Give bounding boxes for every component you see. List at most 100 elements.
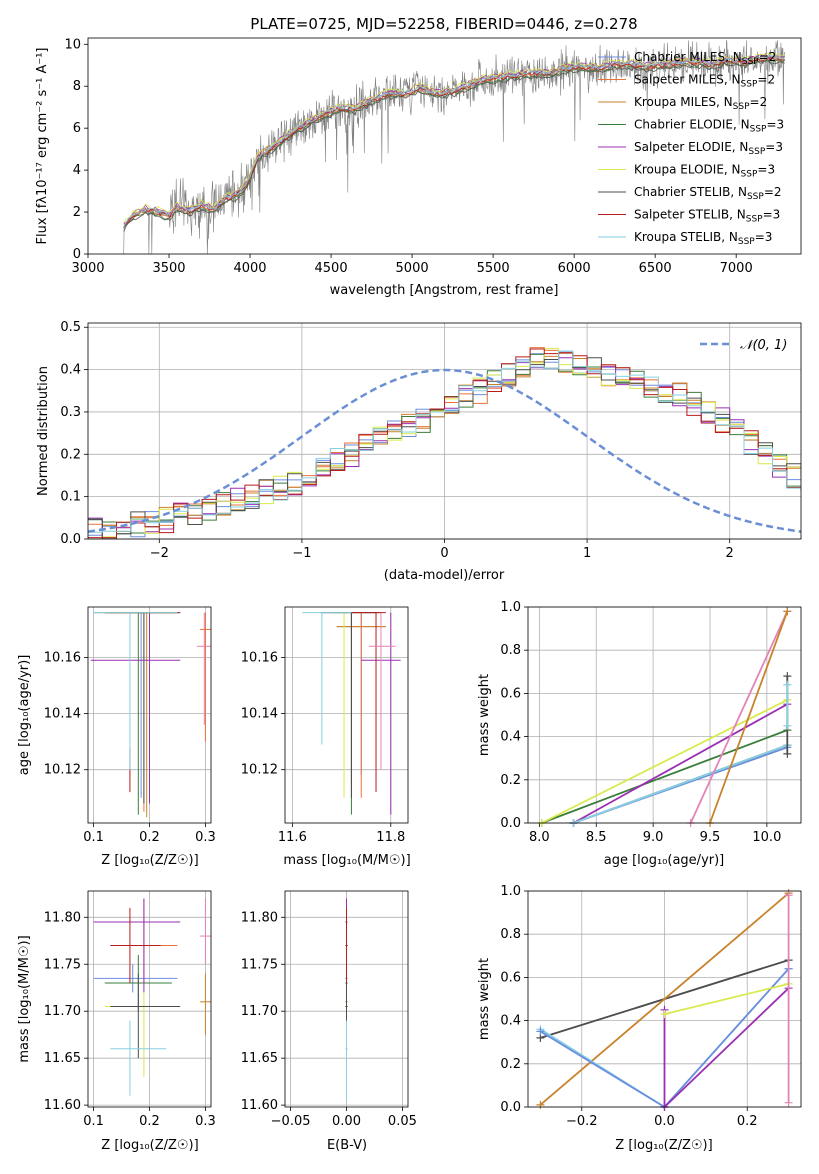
histogram-step-line (88, 352, 801, 539)
mass-weight-line (541, 729, 788, 824)
x-tick-label: 0 (440, 546, 448, 561)
y-tick-label: 8 (73, 79, 81, 94)
x-tick-label: −0.05 (271, 1114, 311, 1129)
y-tick-label: 11.80 (44, 910, 81, 925)
x-tick-label: 5000 (396, 261, 429, 276)
observed-spectrum-line (123, 40, 786, 255)
y-tick-label: 11.75 (241, 957, 278, 972)
model-spectrum-line (123, 59, 785, 232)
y-tick-label: 11.70 (241, 1004, 278, 1019)
x-tick-label: 3500 (152, 261, 185, 276)
histogram-steps (88, 347, 801, 539)
y-tick-label: 10.14 (44, 707, 81, 722)
legend-entry: Kroupa MILES, NSSP=2 (634, 95, 767, 112)
y-tick-label: 0 (73, 247, 81, 262)
spectrum-xlabel: wavelength [Angstrom, rest frame] (330, 283, 559, 298)
mass-weight-marker (783, 721, 792, 730)
age-vs-metallicity-panel: 0.1 0.2 0.3 10.12 10.14 10.16 Z [log₁₀(Z/Z☉)]… (17, 606, 216, 868)
x-tick-label: 6000 (558, 261, 591, 276)
x-tick-label: 0.05 (388, 1114, 417, 1129)
mass-weight-marker (783, 749, 792, 758)
y-tick-label: 0.4 (60, 363, 81, 378)
y-tick-label: 0.4 (500, 730, 521, 745)
histogram-step-line (88, 347, 801, 528)
y-tick-label: 10.14 (241, 707, 278, 722)
x-tick-label: −0.2 (566, 1114, 598, 1129)
y-tick-label: 11.75 (44, 957, 81, 972)
y-tick-label: 0.2 (500, 773, 521, 788)
x-tick-label: 9.0 (643, 830, 664, 845)
y-tick-label: 10.12 (241, 763, 278, 778)
weight-z-ylabel: mass weight (477, 958, 492, 1040)
y-tick-label: 11.65 (241, 1051, 278, 1066)
y-tick-label: 0.0 (60, 532, 81, 547)
mass-weight-marker (783, 672, 792, 681)
legend-entry: Kroupa STELIB, NSSP=3 (634, 230, 772, 247)
age-z-xlabel: Z [log₁₀(Z/Z☉)] (101, 853, 198, 868)
x-tick-label: −2 (150, 546, 169, 561)
mass-weight-marker (784, 1098, 793, 1107)
model-spectrum-line (123, 56, 785, 228)
histogram-step-line (88, 348, 801, 539)
y-tick-label: 0.8 (500, 643, 521, 658)
x-tick-label: 1 (583, 546, 591, 561)
y-tick-label: 0.0 (500, 816, 521, 831)
model-spectrum-line (123, 54, 785, 228)
x-tick-label: 10.0 (752, 830, 781, 845)
mass-weight-line (539, 892, 790, 1106)
y-tick-label: 0.2 (500, 1057, 521, 1072)
y-tick-label: 10.16 (241, 650, 278, 665)
legend-entry: Chabrier ELODIE, NSSP=3 (634, 118, 784, 135)
mass-weight-marker (783, 680, 792, 689)
legend-entry: Chabrier MILES, NSSP=2 (634, 50, 776, 67)
x-tick-label: 0.2 (139, 830, 160, 845)
y-tick-label: 1.0 (500, 600, 521, 615)
spectrum-ylabel: Flux [fλ10⁻¹⁷ erg cm⁻² s⁻¹ A⁻¹] (35, 48, 50, 245)
y-tick-label: 6 (73, 121, 81, 136)
histogram-step-line (88, 350, 801, 533)
age-z-ylabel: age [log₁₀(age/yr)] (17, 655, 32, 776)
y-tick-label: 10.12 (44, 763, 81, 778)
y-tick-label: 0.8 (500, 927, 521, 942)
x-tick-label: 0.2 (139, 1114, 160, 1129)
x-tick-label: 4000 (233, 261, 266, 276)
x-tick-label: 0.1 (83, 1114, 104, 1129)
histogram-step-line (88, 357, 801, 538)
x-tick-label: 11.8 (376, 830, 405, 845)
weight-age-ylabel: mass weight (477, 674, 492, 756)
x-tick-label: 0.3 (195, 830, 216, 845)
legend-entry: Chabrier STELIB, NSSP=2 (634, 185, 782, 202)
mass-weight-line (689, 610, 789, 824)
histogram-step-line (88, 348, 801, 539)
x-tick-label: 8.5 (586, 830, 607, 845)
mass-vs-metallicity-panel: 0.1 0.2 0.3 11.60 11.65 11.70 11.75 11.80 Z [lo… (17, 890, 216, 1153)
x-tick-label: 4500 (315, 261, 348, 276)
y-tick-label: 11.70 (44, 1004, 81, 1019)
x-tick-label: 8.0 (529, 830, 550, 845)
weight-z-xlabel: Z [log₁₀(Z/Z☉)] (615, 1138, 712, 1153)
mass-weight-marker (536, 1100, 545, 1109)
y-tick-label: 2 (73, 205, 81, 220)
y-tick-label: 0.2 (60, 447, 81, 462)
mass-weight-line (573, 703, 788, 824)
mass-weight-line (663, 987, 790, 1110)
y-tick-label: 4 (73, 163, 81, 178)
x-tick-label: 5500 (477, 261, 510, 276)
y-tick-label: 11.60 (44, 1098, 81, 1113)
x-tick-label: 0.3 (195, 1114, 216, 1129)
age-vs-mass-panel: 11.6 11.8 10.12 10.14 10.16 mass [log₁₀(M/M☉… (241, 606, 411, 868)
mass-weight-marker (660, 1010, 669, 1019)
spectrum-legend: Chabrier MILES, NSSP=2 Salpeter MILES, NS… (598, 50, 784, 247)
mass-z-ylabel: mass [log₁₀(M/M☉)] (17, 935, 32, 1062)
mass-weight-vs-metallicity-panel: −0.2 0.0 0.2 0.0 0.2 0.4 0.6 0.8 1.0 Z [log₁₀(Z/… (477, 884, 802, 1153)
mass-ebv-xlabel: E(B-V) (327, 1138, 367, 1153)
legend-entry: Kroupa ELODIE, NSSP=3 (634, 163, 775, 180)
histogram-step-line (88, 353, 801, 535)
age-mass-xlabel: mass [log₁₀(M/M☉)] (283, 853, 410, 868)
mass-weight-marker (536, 1027, 545, 1036)
x-tick-label: 11.6 (278, 830, 307, 845)
mass-weight-marker (783, 607, 792, 616)
weight-age-xlabel: age [log₁₀(age/yr)] (604, 853, 725, 868)
mass-z-xlabel: Z [log₁₀(Z/Z☉)] (101, 1138, 198, 1153)
